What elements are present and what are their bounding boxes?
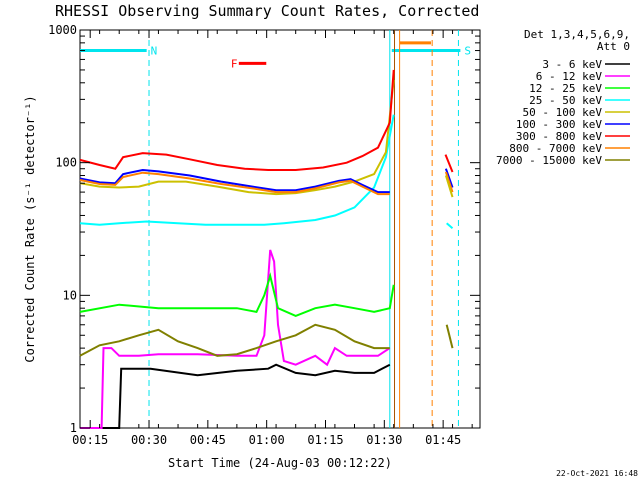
series-tail-line (445, 324, 454, 349)
series-tail-line (446, 222, 454, 230)
chart-title: RHESSI Observing Summary Count Rates, Co… (55, 2, 479, 20)
generation-timestamp: 22-Oct-2021 16:48 (556, 469, 638, 478)
y-tick-label: 100 (55, 156, 77, 170)
series-tail-line (444, 154, 454, 173)
legend-entry: 50 - 100 keV (523, 106, 603, 119)
x-axis-label: Start Time (24-Aug-03 00:12:22) (168, 456, 392, 470)
legend-entry: 800 - 7000 keV (509, 142, 602, 155)
series-line (79, 69, 395, 171)
series-tail-line (444, 175, 454, 198)
legend-entry: 7000 - 15000 keV (496, 154, 602, 167)
x-tick-label: 01:00 (249, 433, 285, 447)
legend-entry: 300 - 800 keV (516, 130, 602, 143)
series-layer (79, 69, 454, 429)
series-line (79, 171, 390, 196)
x-tick-label: 00:15 (72, 433, 108, 447)
annotation-label: N (151, 45, 158, 58)
x-tick-label: 01:15 (307, 433, 343, 447)
y-tick-label: 10 (63, 288, 77, 302)
series-line (79, 168, 390, 194)
legend-header: Att 0 (597, 40, 630, 53)
x-tick-label: 00:30 (131, 433, 167, 447)
legend-entry: 3 - 6 keV (542, 58, 602, 71)
legend-entry: 25 - 50 keV (529, 94, 602, 107)
plot-frame (79, 29, 481, 429)
series-line (80, 363, 391, 429)
y-tick-label: 1000 (48, 23, 77, 37)
legend-entry: 12 - 25 keV (529, 82, 602, 95)
series-line (80, 249, 391, 429)
axis-layer: 1 10 100 1000 00:15 00:30 00:45 01:00 01:15 01:30… (48, 23, 480, 447)
series-line (79, 79, 395, 196)
legend-entry: 100 - 300 keV (516, 118, 602, 131)
x-tick-label: 01:30 (366, 433, 402, 447)
x-tick-label: 00:45 (190, 433, 226, 447)
annotation-label: F (231, 57, 238, 70)
y-axis-label: Corrected Count Rate (s⁻¹ detector⁻¹) (23, 95, 37, 362)
y-tick-label: 1 (70, 421, 77, 435)
series-tail-line (444, 168, 454, 188)
series-line (79, 323, 390, 357)
series-line (79, 114, 395, 226)
legend-header: Det 1,3,4,5,6,9, (524, 28, 630, 41)
legend-entry: 6 - 12 keV (536, 70, 603, 83)
series-tail-line (444, 171, 454, 193)
series-line (79, 272, 395, 317)
annotation-layer: NFS (80, 30, 471, 428)
x-tick-label: 01:45 (425, 433, 461, 447)
annotation-label: S (464, 45, 471, 58)
